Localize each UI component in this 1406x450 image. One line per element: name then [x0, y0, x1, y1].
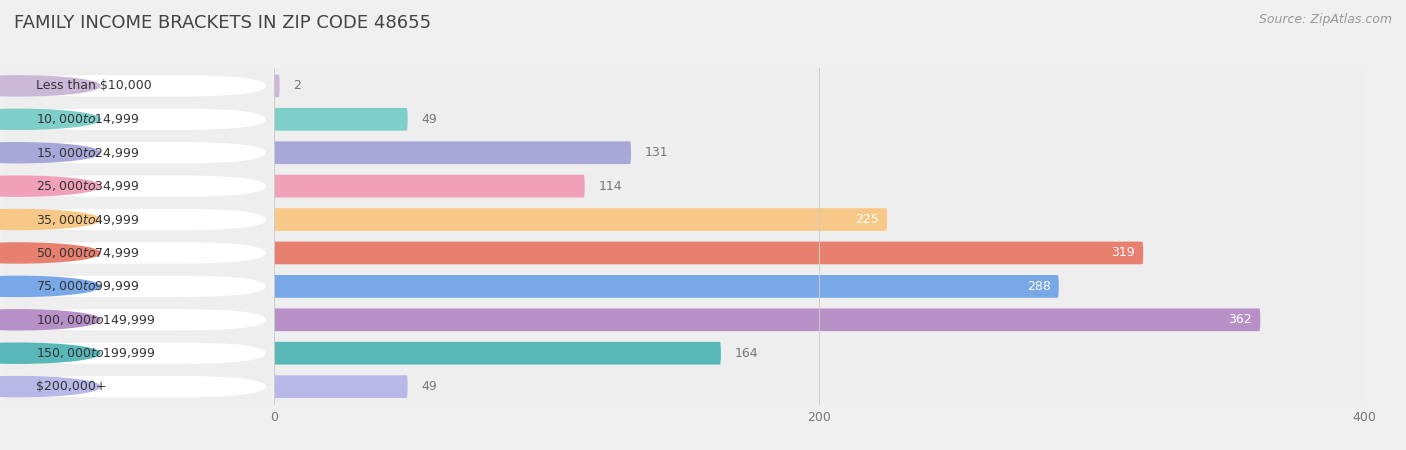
Circle shape	[0, 243, 100, 263]
FancyBboxPatch shape	[274, 337, 1364, 369]
Text: 131: 131	[645, 146, 668, 159]
FancyBboxPatch shape	[3, 137, 271, 169]
FancyBboxPatch shape	[3, 237, 271, 269]
Circle shape	[0, 377, 100, 396]
FancyBboxPatch shape	[8, 342, 266, 364]
Text: $200,000+: $200,000+	[35, 380, 105, 393]
Circle shape	[0, 109, 100, 129]
FancyBboxPatch shape	[274, 137, 1364, 169]
FancyBboxPatch shape	[3, 270, 271, 302]
FancyBboxPatch shape	[3, 203, 271, 236]
FancyBboxPatch shape	[3, 70, 271, 102]
Circle shape	[0, 276, 100, 297]
FancyBboxPatch shape	[274, 270, 1364, 302]
FancyBboxPatch shape	[8, 176, 266, 197]
FancyBboxPatch shape	[274, 175, 585, 198]
Text: Source: ZipAtlas.com: Source: ZipAtlas.com	[1258, 14, 1392, 27]
Text: 164: 164	[734, 346, 758, 360]
Text: 49: 49	[422, 380, 437, 393]
Text: $25,000 to $34,999: $25,000 to $34,999	[35, 179, 139, 193]
FancyBboxPatch shape	[274, 208, 887, 231]
Text: 49: 49	[422, 113, 437, 126]
Text: $50,000 to $74,999: $50,000 to $74,999	[35, 246, 139, 260]
Text: $35,000 to $49,999: $35,000 to $49,999	[35, 212, 139, 226]
FancyBboxPatch shape	[3, 170, 271, 202]
Text: Less than $10,000: Less than $10,000	[35, 79, 152, 92]
Text: FAMILY INCOME BRACKETS IN ZIP CODE 48655: FAMILY INCOME BRACKETS IN ZIP CODE 48655	[14, 14, 432, 32]
FancyBboxPatch shape	[8, 209, 266, 230]
FancyBboxPatch shape	[274, 103, 1364, 135]
FancyBboxPatch shape	[274, 308, 1260, 331]
FancyBboxPatch shape	[274, 371, 1364, 403]
FancyBboxPatch shape	[3, 337, 271, 369]
Circle shape	[0, 210, 100, 230]
FancyBboxPatch shape	[8, 142, 266, 163]
FancyBboxPatch shape	[274, 275, 1059, 298]
Text: 225: 225	[855, 213, 879, 226]
Text: 2: 2	[294, 79, 301, 92]
FancyBboxPatch shape	[274, 108, 408, 130]
FancyBboxPatch shape	[274, 70, 1364, 102]
Text: 288: 288	[1026, 280, 1050, 293]
FancyBboxPatch shape	[274, 237, 1364, 269]
FancyBboxPatch shape	[274, 141, 631, 164]
FancyBboxPatch shape	[8, 276, 266, 297]
Circle shape	[0, 143, 100, 163]
FancyBboxPatch shape	[274, 242, 1143, 264]
Text: $100,000 to $149,999: $100,000 to $149,999	[35, 313, 155, 327]
Text: 362: 362	[1229, 313, 1253, 326]
Circle shape	[0, 76, 100, 96]
Text: $15,000 to $24,999: $15,000 to $24,999	[35, 146, 139, 160]
FancyBboxPatch shape	[3, 304, 271, 336]
FancyBboxPatch shape	[274, 342, 721, 364]
FancyBboxPatch shape	[8, 242, 266, 264]
FancyBboxPatch shape	[8, 376, 266, 397]
Text: $10,000 to $14,999: $10,000 to $14,999	[35, 112, 139, 126]
FancyBboxPatch shape	[274, 375, 408, 398]
FancyBboxPatch shape	[274, 203, 1364, 236]
Circle shape	[0, 176, 100, 196]
Circle shape	[0, 343, 100, 363]
FancyBboxPatch shape	[8, 75, 266, 97]
FancyBboxPatch shape	[8, 309, 266, 330]
FancyBboxPatch shape	[3, 371, 271, 403]
FancyBboxPatch shape	[3, 103, 271, 135]
Text: $75,000 to $99,999: $75,000 to $99,999	[35, 279, 139, 293]
FancyBboxPatch shape	[274, 170, 1364, 202]
Text: $150,000 to $199,999: $150,000 to $199,999	[35, 346, 155, 360]
Text: 319: 319	[1111, 247, 1135, 260]
Text: 114: 114	[599, 180, 621, 193]
Circle shape	[0, 310, 100, 330]
FancyBboxPatch shape	[8, 108, 266, 130]
FancyBboxPatch shape	[274, 75, 280, 97]
FancyBboxPatch shape	[274, 304, 1364, 336]
